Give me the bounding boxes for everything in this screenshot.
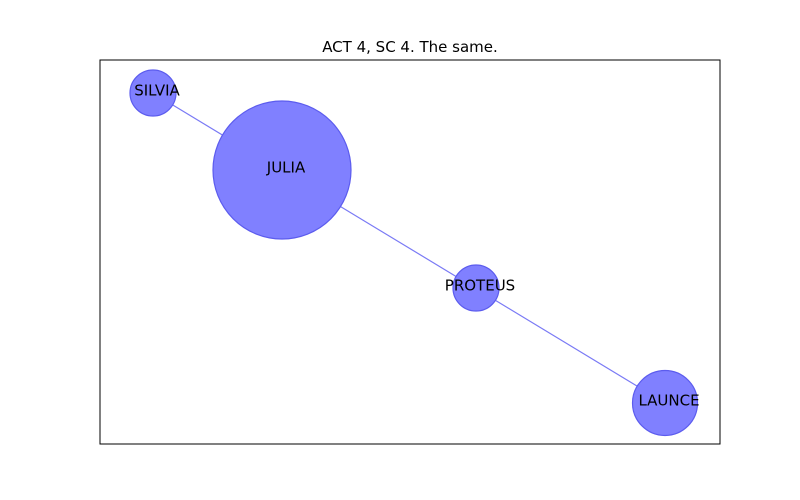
node-label-proteus: PROTEUS: [445, 277, 515, 295]
node-proteus: [452, 264, 500, 312]
figure-title: ACT 4, SC 4. The same.: [322, 38, 498, 56]
node-julia: [212, 100, 352, 240]
labels-layer: SILVIA JULIA PROTEUS LAUNCE: [134, 82, 699, 410]
node-label-julia: JULIA: [266, 159, 306, 177]
plot-frame: [99, 59, 721, 445]
node-label-launce: LAUNCE: [638, 392, 699, 410]
node-silvia: [129, 69, 177, 117]
node-launce: [631, 369, 699, 437]
node-label-silvia: SILVIA: [134, 82, 180, 100]
nodes-layer: [129, 69, 699, 437]
